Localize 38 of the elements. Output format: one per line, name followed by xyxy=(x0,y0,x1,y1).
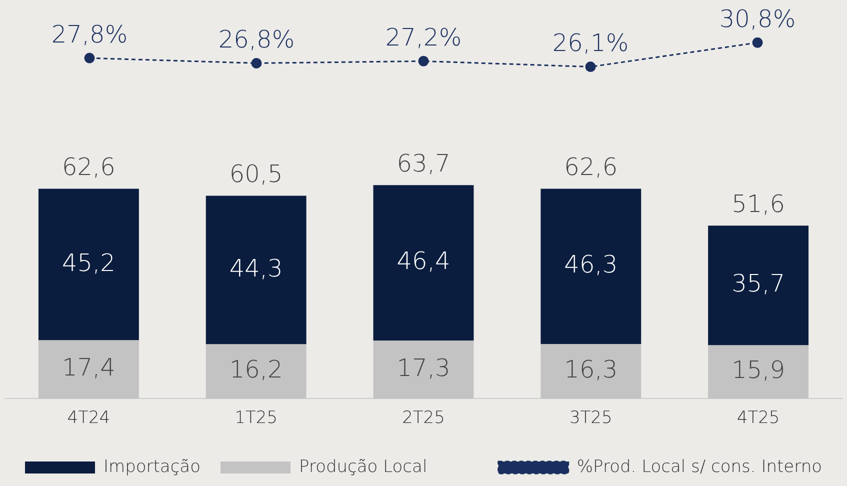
point xyxy=(752,37,763,48)
data-label: 30,8% xyxy=(719,4,796,33)
legend-label: Produção Local xyxy=(299,456,428,477)
x-tick-label: 2T25 xyxy=(402,408,445,428)
x-tick-label: 3T25 xyxy=(569,408,612,428)
data-label: 35,7 xyxy=(732,270,786,298)
data-label: 17,3 xyxy=(396,354,450,382)
data-label: 44,3 xyxy=(229,254,283,282)
data-label: 26,8% xyxy=(218,25,295,54)
data-label: 16,3 xyxy=(564,356,618,384)
bar xyxy=(708,226,809,346)
total-label: 60,5 xyxy=(229,160,283,188)
point xyxy=(251,58,262,68)
legend-label: %Prod. Local s/ cons. Interno xyxy=(576,456,822,477)
data-label: 16,2 xyxy=(229,356,283,384)
point xyxy=(84,52,95,64)
bar xyxy=(206,196,306,344)
legend-label: Importação xyxy=(104,456,201,477)
bar xyxy=(38,188,139,340)
point xyxy=(418,56,429,66)
bar xyxy=(373,185,474,341)
point xyxy=(585,62,596,72)
data-label: 45,2 xyxy=(62,248,116,277)
data-label: 46,3 xyxy=(564,250,618,279)
data-label: 27,2% xyxy=(385,23,462,52)
x-tick-label: 4T25 xyxy=(736,408,780,428)
x-tick-label: 4T24 xyxy=(67,408,110,428)
x-tick-label: 1T25 xyxy=(234,408,278,428)
data-label: 15,9 xyxy=(732,356,786,384)
data-label: 17,4 xyxy=(62,354,116,382)
data-label: 27,8% xyxy=(51,20,128,48)
total-label: 63,7 xyxy=(396,149,450,178)
bar xyxy=(540,188,642,344)
total-label: 62,6 xyxy=(564,153,618,182)
total-label: 51,6 xyxy=(732,190,786,218)
data-label: 46,4 xyxy=(396,247,450,276)
data-label: 26,1% xyxy=(552,29,629,58)
total-label: 62,6 xyxy=(62,153,116,182)
